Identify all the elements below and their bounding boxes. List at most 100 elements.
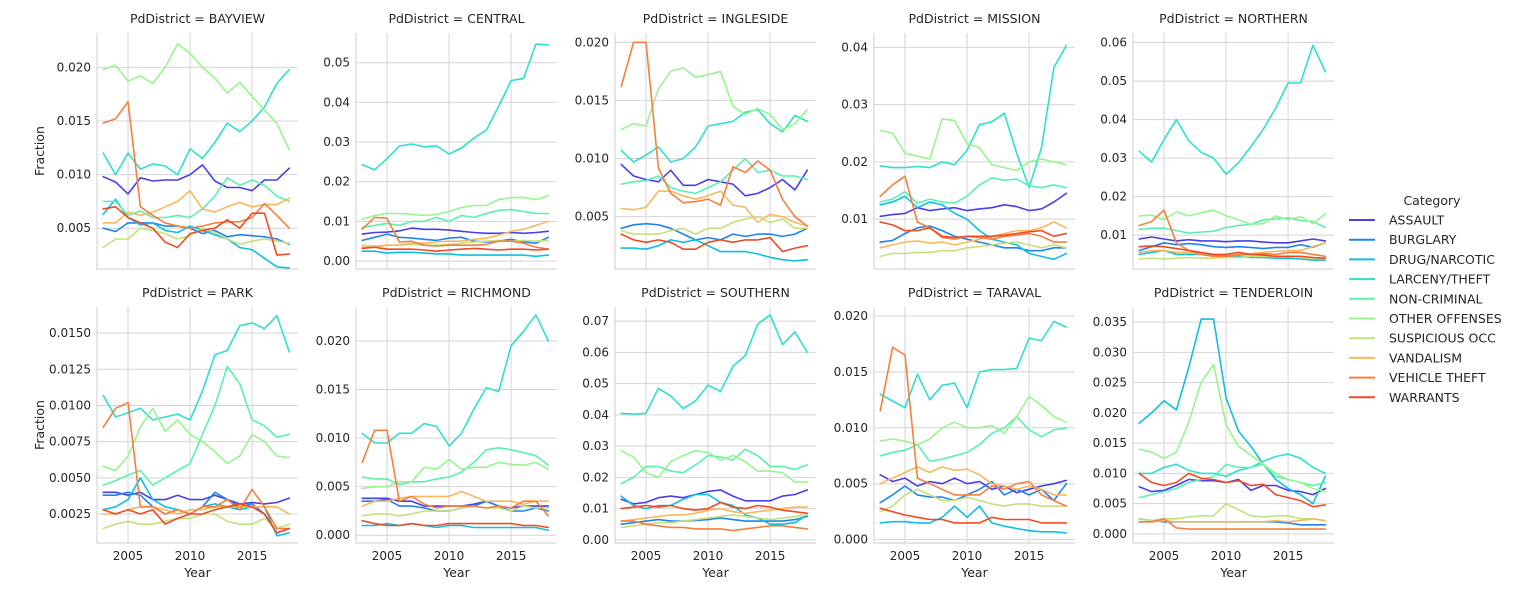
- y-tick-label: 0.005: [57, 221, 91, 235]
- y-tick-label: 0.020: [57, 60, 91, 74]
- panel-park: PdDistrict = PARK 0.0025 0.0050 0.0075 0.010…: [32, 285, 298, 580]
- x-axis-label: Year: [183, 565, 211, 580]
- y-tick-label: 0.010: [575, 152, 609, 166]
- x-axis-label: Year: [960, 565, 988, 580]
- x-tick-label: 2010: [175, 549, 206, 563]
- series-line-other-offenses: [102, 407, 291, 472]
- y-tick-label: 0.0075: [49, 435, 91, 449]
- series-line-vehicle-theft: [620, 41, 809, 227]
- x-tick-label: 2005: [372, 549, 403, 563]
- series-line-warrants: [1138, 472, 1327, 508]
- y-tick-label: 0.05: [1100, 74, 1127, 88]
- series-line-vandalism: [1138, 242, 1327, 258]
- y-tick-label: 0.010: [834, 421, 868, 435]
- y-tick-label: 0.0025: [49, 507, 91, 521]
- y-tick-label: 0.015: [1093, 436, 1127, 450]
- facet-panels: PdDistrict = BAYVIEW0.0050.0100.0150.020…: [32, 11, 1334, 580]
- y-tick-label: 0.02: [323, 175, 350, 189]
- y-tick-label: 0.005: [575, 210, 609, 224]
- y-tick-label: 0.000: [1093, 527, 1127, 541]
- x-tick-label: 2015: [755, 549, 786, 563]
- y-tick-label: 0.02: [582, 470, 609, 484]
- series-line-drug-narcotic: [102, 198, 291, 269]
- series-line-assault: [620, 489, 809, 505]
- series-line-larceny-theft: [102, 68, 291, 176]
- legend-items: ASSAULT BURGLARY DRUG/NARCOTIC LARCENY/THEF…: [1349, 213, 1502, 405]
- legend-label: BURGLARY: [1389, 232, 1457, 247]
- series-line-suspicious-occ: [102, 513, 291, 530]
- y-tick-label: 0.020: [1093, 406, 1127, 420]
- legend-item-non-criminal: NON-CRIMINAL: [1349, 291, 1483, 306]
- y-tick-label: 0.0125: [49, 362, 91, 376]
- series-line-larceny-theft: [620, 314, 809, 415]
- series-line-suspicious-occ: [620, 514, 809, 529]
- x-tick-label: 2015: [496, 549, 527, 563]
- axis-spine: [614, 33, 816, 270]
- series-line-vandalism: [361, 490, 550, 507]
- y-tick-label: 0.030: [1093, 345, 1127, 359]
- legend-item-larceny-theft: LARCENY/THEFT: [1349, 272, 1491, 287]
- x-tick-label: 2005: [1149, 549, 1180, 563]
- y-tick-label: 0.06: [582, 345, 609, 359]
- y-tick-label: 0.0150: [49, 326, 91, 340]
- legend-label: VANDALISM: [1389, 350, 1462, 365]
- series-line-larceny-theft: [879, 320, 1068, 409]
- legend-label: SUSPICIOUS OCC: [1389, 331, 1496, 346]
- y-tick-label: 0.04: [582, 408, 609, 422]
- series-line-burglary: [620, 222, 809, 241]
- series-line-other-offenses: [879, 395, 1068, 446]
- y-tick-label: 0.0050: [49, 471, 91, 485]
- legend-item-burglary: BURGLARY: [1349, 232, 1457, 247]
- y-tick-label: 0.04: [323, 95, 350, 109]
- series-line-suspicious-occ: [102, 227, 291, 249]
- x-tick-label: 2005: [631, 549, 662, 563]
- x-axis-label: Year: [1219, 565, 1247, 580]
- series-line-drug-narcotic: [1138, 318, 1327, 505]
- series-line-vandalism: [361, 220, 550, 248]
- x-tick-label: 2010: [952, 549, 983, 563]
- legend-label: OTHER OFFENSES: [1389, 311, 1502, 326]
- series-line-warrants: [361, 246, 550, 252]
- y-tick-label: 0.020: [316, 334, 350, 348]
- series-line-larceny-theft: [1138, 44, 1327, 176]
- series-line-vehicle-theft: [102, 100, 291, 229]
- series-line-vandalism: [620, 190, 809, 227]
- series-line-burglary: [620, 515, 809, 525]
- series-line-vehicle-theft: [102, 401, 291, 530]
- y-axis-label: Fraction: [32, 126, 47, 176]
- series-line-warrants: [102, 503, 291, 534]
- series-line-assault: [1138, 236, 1327, 244]
- legend: Category ASSAULT BURGLARY DRUG/NARCOTIC LAR…: [1349, 193, 1502, 405]
- series-line-vandalism: [102, 189, 291, 224]
- panel-tenderloin: PdDistrict = TENDERLOIN 0.000 0.005 0.010 0.…: [1093, 285, 1334, 580]
- series-line-suspicious-occ: [879, 241, 1068, 258]
- facet-title: PdDistrict = RICHMOND: [382, 285, 531, 300]
- series-line-drug-narcotic: [879, 505, 1068, 534]
- facet-title: PdDistrict = TARAVAL: [908, 285, 1041, 300]
- facet-title: PdDistrict = CENTRAL: [388, 11, 524, 26]
- axis-spine: [1132, 33, 1334, 270]
- y-tick-label: 0.010: [1093, 466, 1127, 480]
- axis-spine: [355, 307, 557, 544]
- y-tick-label: 0.000: [834, 533, 868, 547]
- panel-southern: PdDistrict = SOUTHERN 0.00 0.01 0.02 0.03 0.0…: [582, 285, 816, 580]
- x-tick-label: 2010: [1211, 549, 1242, 563]
- legend-label: NON-CRIMINAL: [1389, 291, 1483, 306]
- y-tick-label: 0.03: [323, 135, 350, 149]
- series-line-larceny-theft: [620, 108, 809, 163]
- series-line-non-criminal: [361, 208, 550, 229]
- axis-spine: [96, 307, 298, 544]
- y-tick-label: 0.005: [1093, 497, 1127, 511]
- facet-title: PdDistrict = MISSION: [908, 11, 1040, 26]
- axis-spine: [614, 307, 816, 544]
- series-line-non-criminal: [879, 415, 1068, 463]
- series-line-vehicle-theft: [1138, 209, 1327, 258]
- series-line-larceny-theft: [879, 44, 1068, 189]
- series-line-vandalism: [1138, 518, 1327, 523]
- legend-item-suspicious-occ: SUSPICIOUS OCC: [1349, 331, 1496, 346]
- y-tick-label: 0.01: [323, 214, 350, 228]
- series-line-vandalism: [879, 221, 1068, 249]
- series-line-vehicle-theft: [361, 216, 550, 250]
- y-tick-label: 0.010: [316, 431, 350, 445]
- x-tick-label: 2010: [434, 549, 465, 563]
